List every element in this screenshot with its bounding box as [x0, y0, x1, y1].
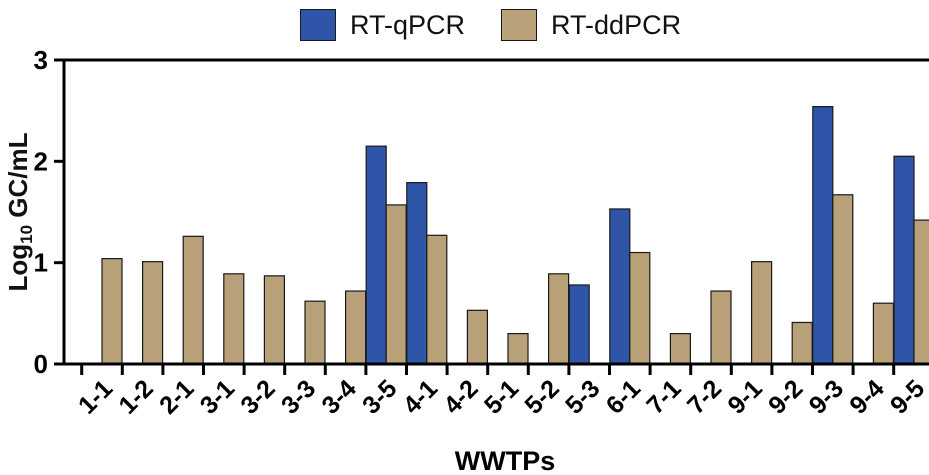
- x-tick-label-5-1: 5-1: [479, 374, 524, 419]
- bar-rt-ddpcr-3-4: [345, 290, 367, 365]
- x-tick-label-9-3: 9-3: [804, 374, 849, 419]
- bar-rt-ddpcr-7-1: [669, 333, 692, 365]
- x-tick-label-3-5: 3-5: [357, 374, 402, 419]
- bar-rt-ddpcr-9-2: [791, 321, 813, 365]
- x-tick-label-4-1: 4-1: [398, 374, 443, 419]
- bar-rt-ddpcr-3-3: [304, 300, 326, 365]
- legend-item-rt-qpcr: RT-qPCR: [300, 9, 465, 41]
- y-tick-label-0: 0: [34, 349, 48, 379]
- x-tick-label-9-1: 9-1: [722, 374, 767, 419]
- bar-rt-ddpcr-5-2: [547, 273, 570, 365]
- x-tick-label-5-3: 5-3: [560, 374, 605, 419]
- bar-rt-ddpcr-3-5: [385, 204, 407, 365]
- bar-rt-ddpcr-9-1: [750, 261, 773, 365]
- bar-rt-ddpcr-3-2: [263, 275, 285, 365]
- x-tick-label-2-1: 2-1: [154, 374, 199, 419]
- x-tick-label-9-2: 9-2: [763, 374, 808, 419]
- bar-rt-ddpcr-9-3: [832, 194, 854, 365]
- x-tick-label-3-4: 3-4: [316, 374, 361, 419]
- bar-rt-qpcr-5-3: [568, 284, 590, 365]
- x-tick-label-3-1: 3-1: [195, 374, 240, 419]
- x-axis-label: WWTPs: [455, 446, 556, 475]
- x-tick-label-1-1: 1-1: [73, 374, 118, 419]
- legend-label-rt-ddpcr: RT-ddPCR: [551, 9, 682, 40]
- bar-rt-ddpcr-3-1: [223, 273, 245, 365]
- bar-rt-ddpcr-5-1: [507, 333, 529, 365]
- bar-rt-ddpcr-1-1: [101, 258, 123, 365]
- x-tick-label-7-1: 7-1: [641, 374, 686, 419]
- bar-rt-ddpcr-6-1: [629, 251, 651, 365]
- x-tick-label-3-2: 3-2: [235, 374, 280, 419]
- y-tick-label-1: 1: [34, 248, 48, 278]
- y-tick-label-3: 3: [34, 45, 48, 75]
- x-tick-label-1-2: 1-2: [113, 374, 158, 419]
- bar-rt-qpcr-9-5: [893, 155, 915, 365]
- bar-rt-ddpcr-4-2: [466, 309, 488, 365]
- bar-rt-ddpcr-9-5: [913, 219, 929, 365]
- x-tick-label-9-5: 9-5: [885, 374, 929, 419]
- bar-rt-ddpcr-2-1: [182, 235, 204, 365]
- legend-swatch-rt-qpcr: [300, 9, 336, 41]
- x-tick-label-9-4: 9-4: [844, 374, 889, 419]
- bar-rt-qpcr-9-3: [812, 106, 834, 365]
- bar-rt-ddpcr-4-1: [426, 234, 448, 365]
- bar-rt-qpcr-6-1: [609, 208, 631, 365]
- bar-rt-ddpcr-9-4: [872, 302, 895, 365]
- x-tick-label-3-3: 3-3: [276, 374, 321, 419]
- bar-rt-ddpcr-7-2: [710, 290, 732, 365]
- x-tick-label-4-2: 4-2: [438, 374, 483, 419]
- bar-rt-qpcr-3-5: [365, 145, 387, 365]
- bar-rt-qpcr-4-1: [406, 182, 428, 365]
- legend-swatch-rt-ddpcr: [501, 9, 538, 41]
- bar-rt-ddpcr-1-2: [142, 261, 164, 365]
- legend-item-rt-ddpcr: RT-ddPCR: [501, 9, 681, 41]
- x-tick-label-5-2: 5-2: [519, 374, 564, 419]
- x-tick-label-6-1: 6-1: [601, 374, 646, 419]
- legend-label-rt-qpcr: RT-qPCR: [350, 9, 466, 40]
- x-tick-label-7-2: 7-2: [682, 374, 727, 419]
- chart-legend: RT-qPCR RT-ddPCR: [300, 8, 703, 42]
- y-tick-label-2: 2: [34, 146, 48, 176]
